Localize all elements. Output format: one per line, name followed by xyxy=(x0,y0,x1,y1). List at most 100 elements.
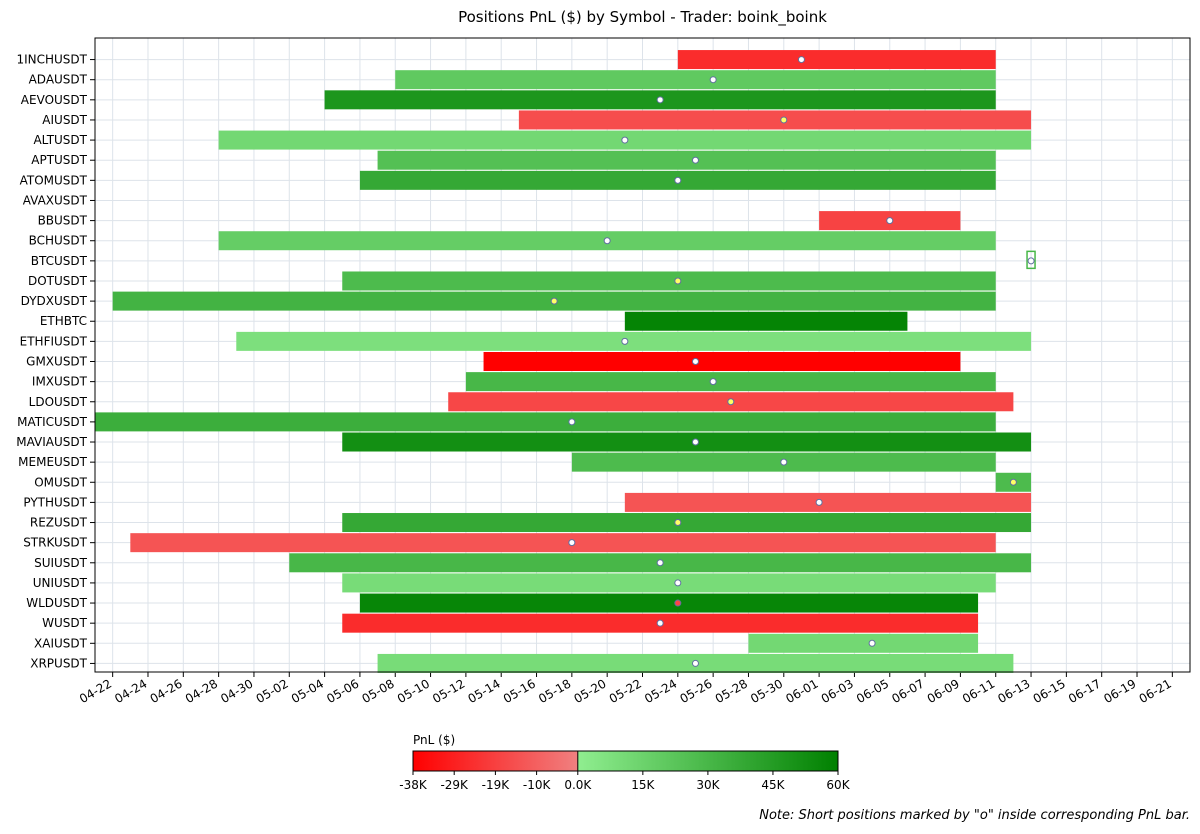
y-tick-label: APTUSDT xyxy=(31,153,87,167)
short-position-marker xyxy=(550,297,558,305)
short-position-marker xyxy=(727,398,735,406)
colorbar-positive xyxy=(577,751,838,771)
pnl-bar xyxy=(342,432,1032,452)
x-tick-label: 05-26 xyxy=(677,676,714,706)
x-tick-label: 06-21 xyxy=(1137,676,1174,706)
short-position-marker xyxy=(780,458,788,466)
plot-frame xyxy=(94,37,1191,673)
x-tick-label: 04-28 xyxy=(183,676,220,706)
colorbar-tick-label: 0.0K xyxy=(564,778,592,792)
x-tick-label: 05-22 xyxy=(607,676,644,706)
colorbar-tick-label: -10K xyxy=(523,778,552,792)
pnl-bar xyxy=(236,331,1032,351)
x-tick-label: 05-20 xyxy=(571,676,608,706)
x-tick-label: 05-06 xyxy=(324,676,361,706)
x-tick-label: 06-13 xyxy=(995,676,1032,706)
colorbar-negative xyxy=(413,751,578,771)
short-position-marker xyxy=(656,619,664,627)
footnote: Note: Short positions marked by "o" insi… xyxy=(759,808,1190,823)
y-tick-label: ADAUSDT xyxy=(29,73,88,87)
colorbar-tick-label: 45K xyxy=(761,778,785,792)
x-tick-label: 04-26 xyxy=(148,676,185,706)
short-position-marker xyxy=(780,116,788,124)
pnl-bar xyxy=(677,50,996,70)
short-position-marker xyxy=(674,176,682,184)
short-position-marker xyxy=(603,237,611,245)
pnl-bar xyxy=(748,633,979,653)
x-tick-label: 06-11 xyxy=(960,676,997,706)
y-tick-label: DYDXUSDT xyxy=(21,294,88,308)
x-tick-label: 06-09 xyxy=(925,676,962,706)
colorbar-label: PnL ($) xyxy=(413,733,455,747)
colorbar-tick-label: -38K xyxy=(399,778,428,792)
x-tick-label: 06-15 xyxy=(1031,676,1068,706)
colorbar-tick-label: 30K xyxy=(696,778,720,792)
colorbar-tick-label: 60K xyxy=(826,778,850,792)
x-tick-label: 04-30 xyxy=(218,676,255,706)
y-tick-label: XRPUSDT xyxy=(30,656,87,670)
y-tick-label: BTCUSDT xyxy=(31,254,88,268)
y-tick-label: BCHUSDT xyxy=(29,234,88,248)
pnl-bar xyxy=(518,110,1032,130)
short-position-marker xyxy=(656,559,664,567)
short-position-marker xyxy=(674,599,682,607)
colorbar-tick-label: -29K xyxy=(440,778,469,792)
x-tick-label: 05-24 xyxy=(642,676,679,706)
y-tick-label: MAVIAUSDT xyxy=(16,435,87,449)
x-tick-label: 05-04 xyxy=(289,676,326,706)
short-position-marker xyxy=(691,659,699,667)
y-tick-label: IMXUSDT xyxy=(32,375,88,389)
short-position-marker xyxy=(621,136,629,144)
x-tick-label: 05-16 xyxy=(501,676,538,706)
short-position-marker xyxy=(674,519,682,527)
x-tick-label: 05-30 xyxy=(748,676,785,706)
pnl-bar xyxy=(395,70,996,90)
colorbar-tick-label: -19K xyxy=(482,778,511,792)
short-position-marker xyxy=(674,579,682,587)
x-tick-label: 05-12 xyxy=(430,676,467,706)
y-tick-label: SUIUSDT xyxy=(34,556,88,570)
short-position-marker xyxy=(691,358,699,365)
short-position-marker xyxy=(674,277,682,285)
x-tick-label: 05-18 xyxy=(536,676,573,706)
y-tick-label: ALTUSDT xyxy=(33,133,87,147)
pnl-bar xyxy=(130,533,996,553)
colorbar-frame xyxy=(412,750,839,772)
y-tick-label: DOTUSDT xyxy=(28,274,88,288)
x-tick-label: 05-10 xyxy=(395,676,432,706)
chart-title: Positions PnL ($) by Symbol - Trader: bo… xyxy=(458,8,827,27)
pnl-bar xyxy=(1026,250,1036,270)
pnl-bar xyxy=(359,593,979,613)
short-position-marker xyxy=(691,156,699,164)
x-tick-label: 05-14 xyxy=(466,676,503,706)
y-tick-label: 1INCHUSDT xyxy=(16,53,87,67)
x-tick-label: 05-28 xyxy=(713,676,750,706)
short-position-marker xyxy=(797,56,805,64)
y-tick-label: ATOMUSDT xyxy=(20,173,88,187)
short-position-marker xyxy=(886,217,894,225)
x-tick-label: 04-22 xyxy=(77,676,114,706)
y-tick-label: STRKUSDT xyxy=(23,536,87,550)
y-tick-label: WLDUSDT xyxy=(26,596,87,610)
pnl-bar xyxy=(342,573,996,593)
pnl-bar xyxy=(95,412,996,432)
y-tick-label: BBUSDT xyxy=(38,214,88,228)
pnl-bar xyxy=(377,150,996,170)
y-tick-label: AEVOUSDT xyxy=(21,93,88,107)
x-tick-label: 06-19 xyxy=(1101,676,1138,706)
pnl-bar xyxy=(342,513,1032,533)
short-position-marker xyxy=(691,438,699,446)
y-tick-label: REZUSDT xyxy=(30,516,88,530)
x-tick-label: 06-03 xyxy=(819,676,856,706)
y-tick-label: LDOUSDT xyxy=(29,395,88,409)
x-tick-label: 06-01 xyxy=(783,676,820,706)
short-position-marker xyxy=(656,96,664,104)
colorbar-tick-label: 15K xyxy=(631,778,655,792)
y-tick-label: GMXUSDT xyxy=(26,355,88,369)
pnl-bar xyxy=(342,271,996,291)
short-position-marker xyxy=(1027,257,1035,265)
y-tick-label: MATICUSDT xyxy=(17,415,88,429)
y-tick-label: WUSDT xyxy=(42,616,88,630)
y-tick-label: ETHBTC xyxy=(40,314,87,328)
